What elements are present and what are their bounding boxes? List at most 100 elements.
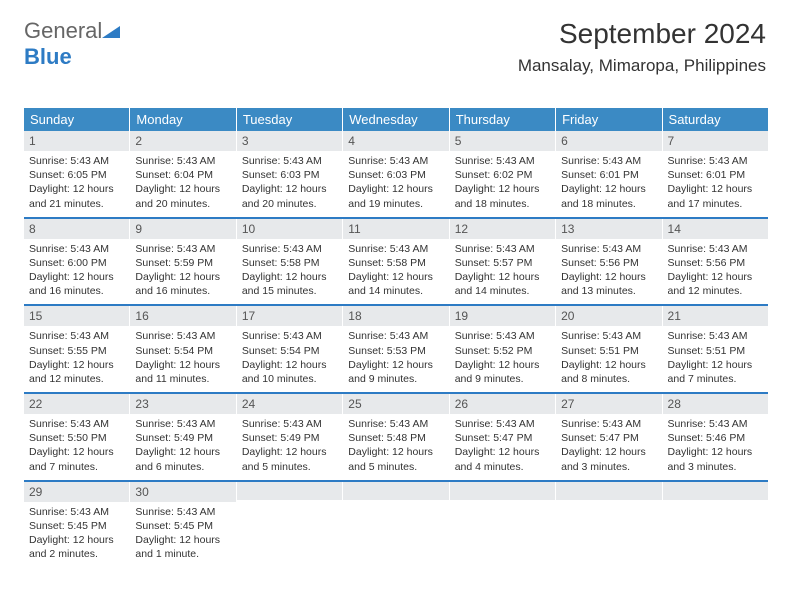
daylight-text-1: Daylight: 12 hours	[29, 270, 124, 284]
day-number: 4	[343, 131, 448, 151]
daylight-text-1: Daylight: 12 hours	[135, 445, 230, 459]
day-number: 8	[24, 219, 129, 239]
day-number: 16	[130, 306, 235, 326]
sunset-text: Sunset: 5:55 PM	[29, 344, 124, 358]
day-details: Sunrise: 5:43 AMSunset: 5:49 PMDaylight:…	[130, 414, 235, 480]
dow-monday: Monday	[130, 108, 236, 131]
sunrise-text: Sunrise: 5:43 AM	[29, 329, 124, 343]
day-details	[237, 500, 342, 550]
daylight-text-1: Daylight: 12 hours	[29, 533, 124, 547]
day-number: 14	[663, 219, 768, 239]
day-cell: 3Sunrise: 5:43 AMSunset: 6:03 PMDaylight…	[237, 131, 343, 217]
sunset-text: Sunset: 5:56 PM	[668, 256, 763, 270]
day-details: Sunrise: 5:43 AMSunset: 5:51 PMDaylight:…	[556, 326, 661, 392]
day-number: 10	[237, 219, 342, 239]
sunset-text: Sunset: 5:45 PM	[135, 519, 230, 533]
sunset-text: Sunset: 6:00 PM	[29, 256, 124, 270]
day-details	[450, 500, 555, 550]
sunset-text: Sunset: 6:04 PM	[135, 168, 230, 182]
dow-friday: Friday	[556, 108, 662, 131]
page-header: September 2024 Mansalay, Mimaropa, Phili…	[518, 18, 766, 76]
daylight-text-2: and 15 minutes.	[242, 284, 337, 298]
daylight-text-1: Daylight: 12 hours	[135, 358, 230, 372]
day-number: 20	[556, 306, 661, 326]
day-number	[237, 482, 342, 500]
day-cell: 21Sunrise: 5:43 AMSunset: 5:51 PMDayligh…	[663, 306, 768, 392]
daylight-text-1: Daylight: 12 hours	[348, 445, 443, 459]
day-details: Sunrise: 5:43 AMSunset: 5:59 PMDaylight:…	[130, 239, 235, 305]
daylight-text-2: and 6 minutes.	[135, 460, 230, 474]
day-details: Sunrise: 5:43 AMSunset: 5:58 PMDaylight:…	[237, 239, 342, 305]
sunrise-text: Sunrise: 5:43 AM	[668, 417, 763, 431]
weeks-container: 1Sunrise: 5:43 AMSunset: 6:05 PMDaylight…	[24, 131, 768, 567]
day-details: Sunrise: 5:43 AMSunset: 5:52 PMDaylight:…	[450, 326, 555, 392]
daylight-text-2: and 18 minutes.	[561, 197, 656, 211]
daylight-text-2: and 3 minutes.	[561, 460, 656, 474]
day-number: 12	[450, 219, 555, 239]
sunrise-text: Sunrise: 5:43 AM	[135, 329, 230, 343]
daylight-text-1: Daylight: 12 hours	[348, 358, 443, 372]
daylight-text-2: and 16 minutes.	[29, 284, 124, 298]
daylight-text-2: and 11 minutes.	[135, 372, 230, 386]
day-number	[556, 482, 661, 500]
day-details: Sunrise: 5:43 AMSunset: 5:57 PMDaylight:…	[450, 239, 555, 305]
day-number: 9	[130, 219, 235, 239]
sunset-text: Sunset: 5:54 PM	[135, 344, 230, 358]
sunrise-text: Sunrise: 5:43 AM	[668, 242, 763, 256]
daylight-text-1: Daylight: 12 hours	[135, 533, 230, 547]
sunrise-text: Sunrise: 5:43 AM	[455, 154, 550, 168]
day-cell	[663, 482, 768, 568]
sunset-text: Sunset: 6:03 PM	[242, 168, 337, 182]
day-cell: 1Sunrise: 5:43 AMSunset: 6:05 PMDaylight…	[24, 131, 130, 217]
sunset-text: Sunset: 5:50 PM	[29, 431, 124, 445]
page-subtitle: Mansalay, Mimaropa, Philippines	[518, 56, 766, 76]
daylight-text-2: and 9 minutes.	[348, 372, 443, 386]
day-details: Sunrise: 5:43 AMSunset: 5:55 PMDaylight:…	[24, 326, 129, 392]
day-number: 2	[130, 131, 235, 151]
sunrise-text: Sunrise: 5:43 AM	[29, 242, 124, 256]
day-number: 13	[556, 219, 661, 239]
sunset-text: Sunset: 5:46 PM	[668, 431, 763, 445]
day-number: 6	[556, 131, 661, 151]
daylight-text-2: and 5 minutes.	[348, 460, 443, 474]
day-details: Sunrise: 5:43 AMSunset: 6:01 PMDaylight:…	[663, 151, 768, 217]
daylight-text-2: and 10 minutes.	[242, 372, 337, 386]
daylight-text-1: Daylight: 12 hours	[668, 445, 763, 459]
day-cell: 26Sunrise: 5:43 AMSunset: 5:47 PMDayligh…	[450, 394, 556, 480]
day-cell: 28Sunrise: 5:43 AMSunset: 5:46 PMDayligh…	[663, 394, 768, 480]
week-row: 22Sunrise: 5:43 AMSunset: 5:50 PMDayligh…	[24, 392, 768, 480]
day-cell: 2Sunrise: 5:43 AMSunset: 6:04 PMDaylight…	[130, 131, 236, 217]
daylight-text-1: Daylight: 12 hours	[455, 358, 550, 372]
sunset-text: Sunset: 5:52 PM	[455, 344, 550, 358]
sunset-text: Sunset: 5:58 PM	[348, 256, 443, 270]
day-cell: 14Sunrise: 5:43 AMSunset: 5:56 PMDayligh…	[663, 219, 768, 305]
day-cell: 16 Sunrise: 5:43 AMSunset: 5:54 PMDayligh…	[130, 306, 236, 392]
day-of-week-row: Sunday Monday Tuesday Wednesday Thursday…	[24, 108, 768, 131]
daylight-text-2: and 12 minutes.	[29, 372, 124, 386]
sunrise-text: Sunrise: 5:43 AM	[455, 242, 550, 256]
sunrise-text: Sunrise: 5:43 AM	[242, 417, 337, 431]
daylight-text-2: and 7 minutes.	[668, 372, 763, 386]
sunset-text: Sunset: 5:57 PM	[455, 256, 550, 270]
day-details: Sunrise: 5:43 AMSunset: 5:51 PMDaylight:…	[663, 326, 768, 392]
day-cell: 18Sunrise: 5:43 AMSunset: 5:53 PMDayligh…	[343, 306, 449, 392]
day-details: Sunrise: 5:43 AMSunset: 6:05 PMDaylight:…	[24, 151, 129, 217]
logo: General Blue	[24, 18, 120, 70]
sunrise-text: Sunrise: 5:43 AM	[561, 154, 656, 168]
sunset-text: Sunset: 5:49 PM	[242, 431, 337, 445]
daylight-text-2: and 16 minutes.	[135, 284, 230, 298]
daylight-text-2: and 14 minutes.	[455, 284, 550, 298]
daylight-text-1: Daylight: 12 hours	[561, 182, 656, 196]
sunrise-text: Sunrise: 5:43 AM	[561, 417, 656, 431]
day-cell: 5Sunrise: 5:43 AMSunset: 6:02 PMDaylight…	[450, 131, 556, 217]
sunset-text: Sunset: 6:01 PM	[561, 168, 656, 182]
sunset-text: Sunset: 5:53 PM	[348, 344, 443, 358]
daylight-text-2: and 21 minutes.	[29, 197, 124, 211]
sunset-text: Sunset: 5:49 PM	[135, 431, 230, 445]
daylight-text-2: and 18 minutes.	[455, 197, 550, 211]
day-cell: 11Sunrise: 5:43 AMSunset: 5:58 PMDayligh…	[343, 219, 449, 305]
day-cell	[450, 482, 556, 568]
day-cell: 10Sunrise: 5:43 AMSunset: 5:58 PMDayligh…	[237, 219, 343, 305]
daylight-text-2: and 20 minutes.	[135, 197, 230, 211]
day-number	[343, 482, 448, 500]
